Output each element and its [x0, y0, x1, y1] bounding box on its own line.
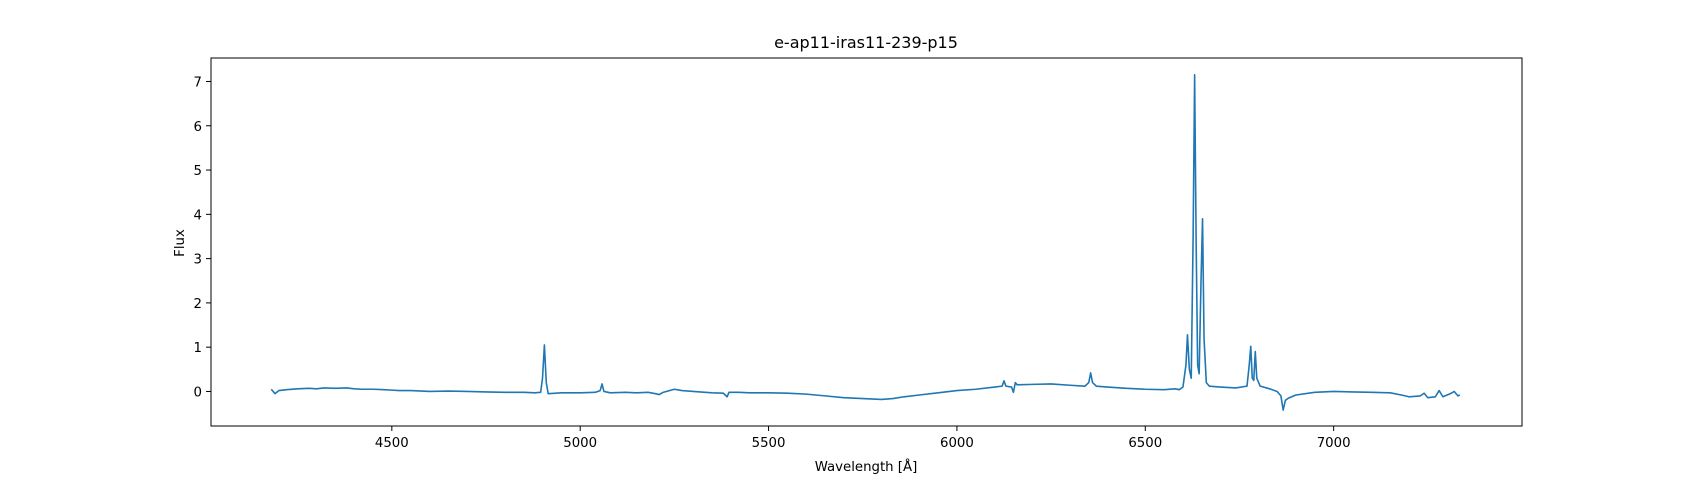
x-axis-ticks: 4500 5000 5500 6000 6500 7000 [375, 426, 1351, 451]
x-tick-label: 4500 [375, 436, 409, 451]
flux-series-line [270, 74, 1461, 411]
x-tick-label: 5500 [752, 436, 786, 451]
x-tick-label: 6000 [940, 436, 974, 451]
y-axis-ticks: 0 1 2 3 4 5 6 7 [194, 75, 211, 400]
plot-area-frame [210, 57, 1523, 427]
y-tick-label: 2 [194, 297, 202, 312]
y-axis-label: Flux [173, 229, 188, 257]
y-tick-label: 6 [194, 120, 202, 135]
y-tick-label: 7 [194, 75, 202, 90]
y-tick-label: 4 [194, 208, 202, 223]
x-tick-label: 7000 [1317, 436, 1351, 451]
x-axis-label: Wavelength [Å] [815, 458, 918, 475]
y-tick-label: 3 [194, 253, 202, 268]
y-tick-label: 5 [194, 164, 202, 179]
y-tick-label: 0 [194, 385, 202, 400]
x-tick-label: 6500 [1128, 436, 1162, 451]
x-tick-label: 5000 [563, 436, 597, 451]
chart-title: e-ap11-iras11-239-p15 [774, 33, 958, 52]
y-tick-label: 1 [194, 341, 202, 356]
